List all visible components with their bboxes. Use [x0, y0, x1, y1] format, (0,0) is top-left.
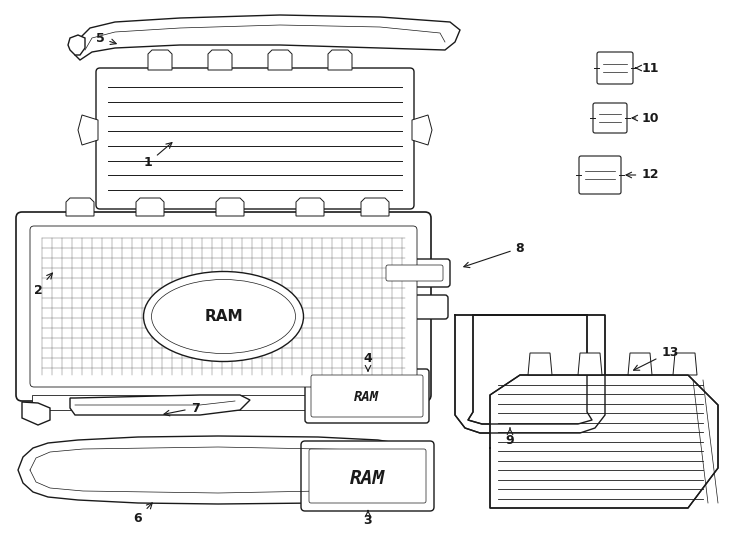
- Polygon shape: [216, 198, 244, 216]
- Text: RAM: RAM: [350, 469, 385, 488]
- Ellipse shape: [151, 280, 296, 354]
- FancyBboxPatch shape: [597, 52, 633, 84]
- Text: 7: 7: [164, 402, 200, 416]
- Polygon shape: [455, 315, 605, 433]
- FancyBboxPatch shape: [301, 441, 434, 511]
- Polygon shape: [136, 198, 164, 216]
- Polygon shape: [628, 353, 652, 375]
- Polygon shape: [268, 50, 292, 70]
- Text: 3: 3: [363, 511, 372, 526]
- Polygon shape: [208, 50, 232, 70]
- FancyBboxPatch shape: [311, 375, 423, 417]
- Text: 2: 2: [34, 273, 52, 296]
- Polygon shape: [148, 50, 172, 70]
- FancyBboxPatch shape: [16, 212, 431, 401]
- Polygon shape: [70, 395, 250, 415]
- Text: 13: 13: [633, 346, 679, 370]
- Text: 4: 4: [363, 352, 372, 371]
- Text: RAM: RAM: [355, 390, 379, 404]
- Polygon shape: [78, 115, 98, 145]
- Polygon shape: [75, 15, 460, 60]
- FancyBboxPatch shape: [593, 103, 627, 133]
- Text: 5: 5: [95, 31, 116, 44]
- Polygon shape: [68, 35, 85, 55]
- Text: 8: 8: [464, 241, 524, 268]
- Text: 6: 6: [134, 503, 152, 524]
- Polygon shape: [412, 115, 432, 145]
- Polygon shape: [22, 402, 50, 425]
- Text: 1: 1: [144, 143, 172, 170]
- FancyBboxPatch shape: [579, 156, 621, 194]
- Polygon shape: [490, 375, 718, 508]
- Text: 10: 10: [632, 111, 658, 125]
- Text: RAM: RAM: [204, 309, 243, 324]
- FancyBboxPatch shape: [96, 68, 414, 209]
- Ellipse shape: [144, 272, 303, 361]
- Text: 11: 11: [636, 62, 658, 75]
- Polygon shape: [18, 436, 426, 504]
- Text: 12: 12: [626, 168, 658, 181]
- FancyBboxPatch shape: [30, 226, 417, 387]
- FancyBboxPatch shape: [392, 295, 448, 319]
- Polygon shape: [578, 353, 602, 375]
- Text: 9: 9: [506, 428, 515, 447]
- Polygon shape: [32, 395, 415, 410]
- FancyBboxPatch shape: [309, 449, 426, 503]
- Polygon shape: [328, 50, 352, 70]
- Polygon shape: [296, 198, 324, 216]
- FancyBboxPatch shape: [305, 369, 429, 423]
- Polygon shape: [361, 198, 389, 216]
- Polygon shape: [673, 353, 697, 375]
- Polygon shape: [528, 353, 552, 375]
- FancyBboxPatch shape: [386, 265, 443, 281]
- FancyBboxPatch shape: [379, 259, 450, 287]
- Polygon shape: [66, 198, 94, 216]
